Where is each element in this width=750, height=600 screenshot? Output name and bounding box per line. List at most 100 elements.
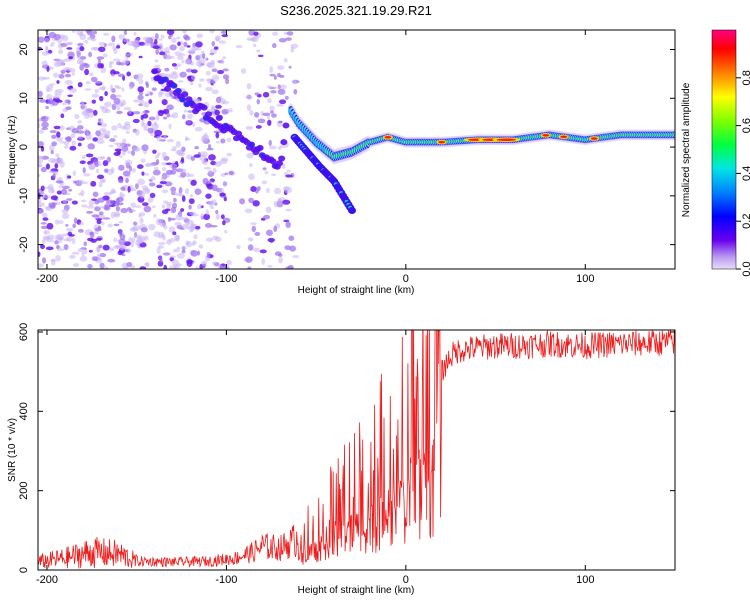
noise-blob (129, 85, 134, 90)
noise-blob (246, 83, 252, 90)
noise-blob (179, 168, 187, 174)
noise-blob (187, 110, 193, 113)
noise-blob (138, 103, 143, 107)
noise-blob (274, 251, 282, 256)
noise-blob (186, 259, 193, 265)
noise-blob (256, 98, 260, 105)
noise-blob (78, 179, 85, 185)
noise-blob (270, 90, 277, 94)
noise-blob (200, 50, 205, 54)
noise-blob (56, 91, 62, 96)
noise-blob (152, 45, 160, 49)
noise-blob (38, 251, 41, 257)
noise-blob (100, 63, 104, 69)
noise-blob (41, 127, 49, 131)
noise-blob (265, 206, 272, 214)
noise-blob (288, 235, 295, 241)
noise-blob (97, 118, 101, 122)
noise-blob (128, 165, 133, 172)
noise-blob (138, 55, 143, 59)
noise-blob (43, 230, 47, 235)
noise-blob (163, 134, 167, 140)
noise-blob (195, 41, 203, 48)
noise-blob (269, 145, 277, 150)
ridge-blob (151, 68, 159, 75)
noise-blob (86, 30, 93, 36)
noise-blob (56, 38, 63, 44)
noise-blob (190, 49, 196, 55)
noise-blob (202, 177, 209, 185)
noise-blob (115, 206, 120, 212)
ridge-blob (256, 144, 264, 151)
noise-blob (79, 221, 84, 226)
noise-blob (257, 54, 264, 58)
noise-blob (79, 55, 87, 60)
noise-blob (116, 105, 121, 111)
noise-blob (161, 189, 169, 194)
noise-blob (101, 180, 106, 184)
noise-blob (109, 61, 115, 65)
noise-blob (154, 38, 158, 46)
noise-blob (131, 237, 136, 243)
noise-blob (44, 206, 51, 210)
ridge-core (249, 142, 254, 147)
noise-blob (77, 135, 83, 140)
noise-blob (60, 248, 65, 251)
noise-blob (248, 163, 253, 168)
noise-blob (60, 69, 66, 74)
noise-blob (111, 35, 116, 43)
noise-blob (77, 142, 82, 147)
noise-blob (189, 194, 194, 198)
noise-blob (244, 208, 253, 214)
noise-blob (79, 255, 88, 262)
noise-blob (118, 178, 124, 184)
noise-blob (134, 183, 139, 189)
noise-blob (43, 195, 51, 199)
noise-blob (139, 217, 144, 224)
noise-blob (141, 171, 145, 176)
noise-blob (168, 123, 172, 130)
noise-blob (236, 245, 241, 250)
noise-blob (147, 196, 154, 203)
noise-blob (159, 51, 166, 56)
noise-blob (180, 171, 187, 178)
noise-blob (180, 208, 185, 212)
noise-blob (217, 69, 225, 75)
spectrogram-band (288, 103, 675, 165)
noise-blob (285, 37, 292, 41)
noise-blob (132, 221, 138, 226)
noise-blob (55, 99, 63, 103)
noise-blob (101, 221, 105, 226)
noise-blob (130, 149, 136, 156)
noise-blob (252, 200, 260, 207)
spectrogram-y-tick-label: 0 (18, 144, 30, 150)
noise-blob (152, 205, 156, 209)
noise-blob (235, 44, 243, 49)
noise-blob (266, 187, 270, 194)
noise-blob (133, 99, 141, 103)
noise-blob (211, 74, 220, 82)
noise-blob (111, 125, 118, 131)
noise-blob (147, 120, 152, 127)
noise-blob (54, 163, 59, 169)
noise-blob (139, 99, 145, 104)
noise-blob (189, 81, 194, 86)
noise-blob (149, 192, 156, 199)
noise-blob (78, 228, 84, 233)
noise-blob (222, 100, 230, 105)
noise-blob (63, 199, 67, 204)
noise-blob (118, 221, 124, 224)
noise-blob (98, 244, 103, 249)
noise-blob (56, 131, 61, 138)
noise-blob (114, 84, 120, 88)
noise-blob (220, 138, 226, 144)
noise-blob (252, 43, 257, 48)
noise-blob (272, 43, 277, 49)
noise-blob (115, 245, 120, 250)
noise-blob (58, 158, 63, 164)
noise-blob (157, 109, 165, 117)
noise-blob (65, 223, 69, 227)
noise-blob (269, 105, 275, 111)
noise-blob (271, 173, 277, 177)
noise-blob (69, 254, 76, 259)
